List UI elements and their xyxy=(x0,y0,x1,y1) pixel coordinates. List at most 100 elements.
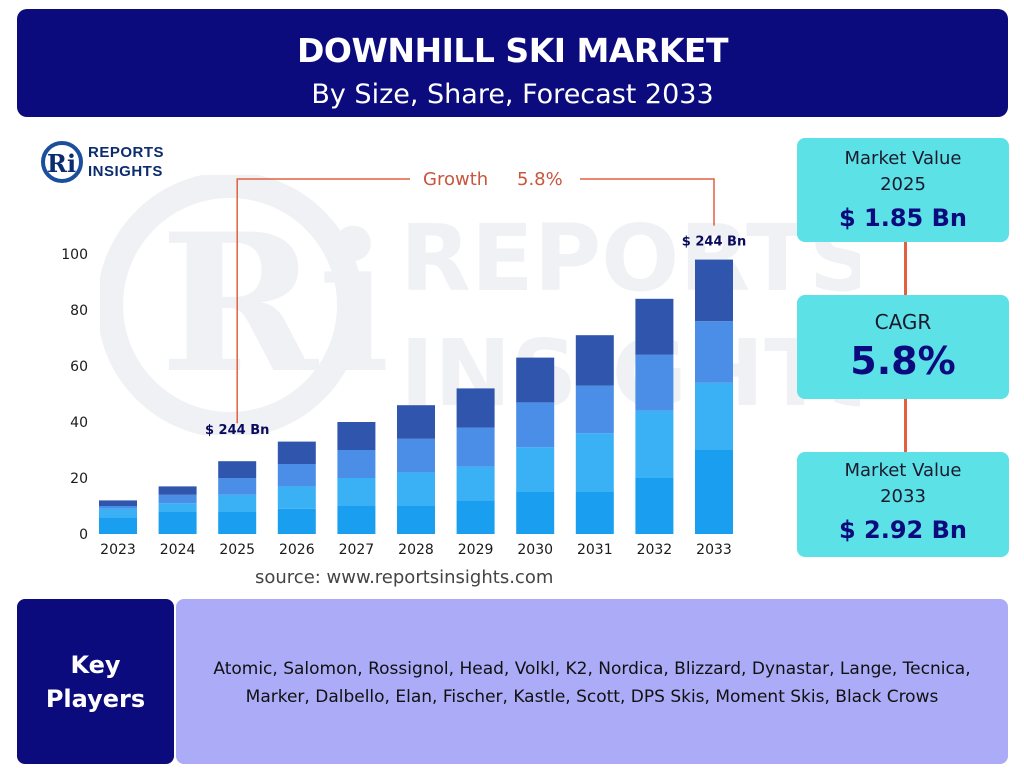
bar-segment xyxy=(218,478,257,495)
bar-segment xyxy=(635,298,674,355)
bar-segment xyxy=(635,478,674,534)
bar-segment xyxy=(218,494,257,512)
bar-segment xyxy=(575,385,614,434)
growth-value: 5.8% xyxy=(517,169,563,190)
bar-segment xyxy=(516,357,555,403)
x-tick-label: 2025 xyxy=(219,542,255,558)
bar-segment xyxy=(99,517,137,534)
key-players-list: Atomic, Salomon, Rossignol, Head, Volkl,… xyxy=(176,599,1008,764)
key-players-line1: Atomic, Salomon, Rossignol, Head, Volkl,… xyxy=(213,659,971,679)
bar-segment xyxy=(456,427,495,467)
source-note: source: www.reportsinsights.com xyxy=(255,567,554,588)
bar-segment xyxy=(695,321,733,383)
bar-segment xyxy=(575,335,614,386)
card-year: 2025 xyxy=(880,174,926,195)
bar-segment xyxy=(337,422,376,450)
bar-segment xyxy=(516,492,555,534)
card-label: Market Value xyxy=(844,148,962,169)
logo-text-line1: REPORTS xyxy=(88,144,165,161)
key-players-heading-box: Key Players xyxy=(17,599,174,764)
bar-segment xyxy=(218,461,257,478)
bar-segment xyxy=(99,508,137,518)
logo-letters: Ri xyxy=(47,149,76,178)
card-value: $ 1.85 Bn xyxy=(838,204,967,232)
bar-segment xyxy=(516,447,555,492)
connector-line-top xyxy=(904,242,907,295)
card-label: CAGR xyxy=(874,310,932,334)
x-tick-label: 2033 xyxy=(696,542,732,558)
bar-segment xyxy=(397,438,435,473)
bar-segment xyxy=(337,450,376,478)
bar-segment xyxy=(575,492,614,534)
bar-stack-group xyxy=(99,259,733,534)
card-value: $ 2.92 Bn xyxy=(838,516,967,544)
card-label: Market Value xyxy=(844,460,962,481)
x-tick-label: 2030 xyxy=(517,542,553,558)
bar-segment xyxy=(575,433,614,492)
bar-segment xyxy=(158,503,197,512)
bar-segment xyxy=(635,354,674,411)
key-players-title-line1: Key xyxy=(70,651,121,679)
y-tick-label: 60 xyxy=(70,359,88,375)
bar-label-2025: $ 244 Bn xyxy=(205,423,269,438)
bar-segment xyxy=(158,494,197,504)
bar-segment xyxy=(695,259,733,322)
x-tick-label: 2027 xyxy=(339,542,375,558)
market-value-2025-card: Market Value 2025 $ 1.85 Bn xyxy=(797,138,1009,242)
svg-text:Ri: Ri xyxy=(160,192,390,415)
y-tick-label: 40 xyxy=(70,415,88,431)
bar-segment xyxy=(218,511,257,534)
bar-segment xyxy=(158,486,197,495)
bar-label-2033: $ 244 Bn xyxy=(682,235,746,250)
bar-segment xyxy=(456,466,495,501)
key-players-line2: Marker, Dalbello, Elan, Fischer, Kastle,… xyxy=(245,687,939,707)
bar-segment xyxy=(99,506,137,509)
cagr-card: CAGR 5.8% xyxy=(797,295,1009,399)
connector-line-bottom xyxy=(904,399,907,452)
bar-segment xyxy=(456,500,495,534)
svg-text:REPORTS: REPORTS xyxy=(400,205,860,312)
x-tick-label: 2024 xyxy=(160,542,196,558)
x-tick-label: 2029 xyxy=(458,542,494,558)
y-axis-ticks: 0 20 40 60 80 100 xyxy=(61,247,88,543)
bar-segment xyxy=(277,508,316,534)
logo-mark-icon: Ri xyxy=(41,141,83,183)
bar-segment xyxy=(695,382,733,450)
bar-segment xyxy=(635,410,674,478)
bar-segment xyxy=(516,402,555,448)
growth-bracket-left xyxy=(236,178,410,424)
y-tick-label: 100 xyxy=(61,247,88,263)
logo-text-line2: INSIGHTS xyxy=(88,163,163,180)
card-year: 2033 xyxy=(880,486,926,507)
bar-segment xyxy=(337,506,376,534)
y-tick-label: 0 xyxy=(79,527,88,543)
x-tick-label: 2032 xyxy=(637,542,673,558)
bar-segment xyxy=(397,472,435,506)
bar-segment xyxy=(397,405,435,439)
x-tick-label: 2026 xyxy=(279,542,315,558)
header-banner: DOWNHILL SKI MARKET By Size, Share, Fore… xyxy=(17,9,1008,117)
bar-segment xyxy=(277,486,316,509)
watermark-logo: Ri REPORTS INSIGHTS xyxy=(100,175,860,435)
growth-label: Growth xyxy=(423,169,488,190)
bar-segment xyxy=(337,478,376,506)
y-tick-label: 80 xyxy=(70,303,88,319)
bar-segment xyxy=(158,511,197,534)
chart-annotations: Growth 5.8% $ 244 Bn $ 244 Bn xyxy=(205,169,746,438)
x-tick-label: 2028 xyxy=(398,542,434,558)
market-value-2033-card: Market Value 2033 $ 2.92 Bn xyxy=(797,452,1009,557)
brand-logo: Ri REPORTS INSIGHTS xyxy=(40,140,190,185)
x-tick-label: 2031 xyxy=(577,542,613,558)
y-tick-label: 20 xyxy=(70,471,88,487)
bar-segment xyxy=(456,388,495,428)
x-axis-ticks: 2023 2024 2025 2026 2027 2028 2029 2030 2031 2032… xyxy=(100,542,732,558)
x-tick-label: 2023 xyxy=(100,542,136,558)
bar-segment xyxy=(277,464,316,487)
bar-segment xyxy=(695,450,733,534)
card-value: 5.8% xyxy=(850,339,956,383)
bar-segment xyxy=(397,506,435,534)
key-players-title-line2: Players xyxy=(45,685,146,713)
bar-segment xyxy=(277,441,316,464)
bar-segment xyxy=(99,500,137,506)
